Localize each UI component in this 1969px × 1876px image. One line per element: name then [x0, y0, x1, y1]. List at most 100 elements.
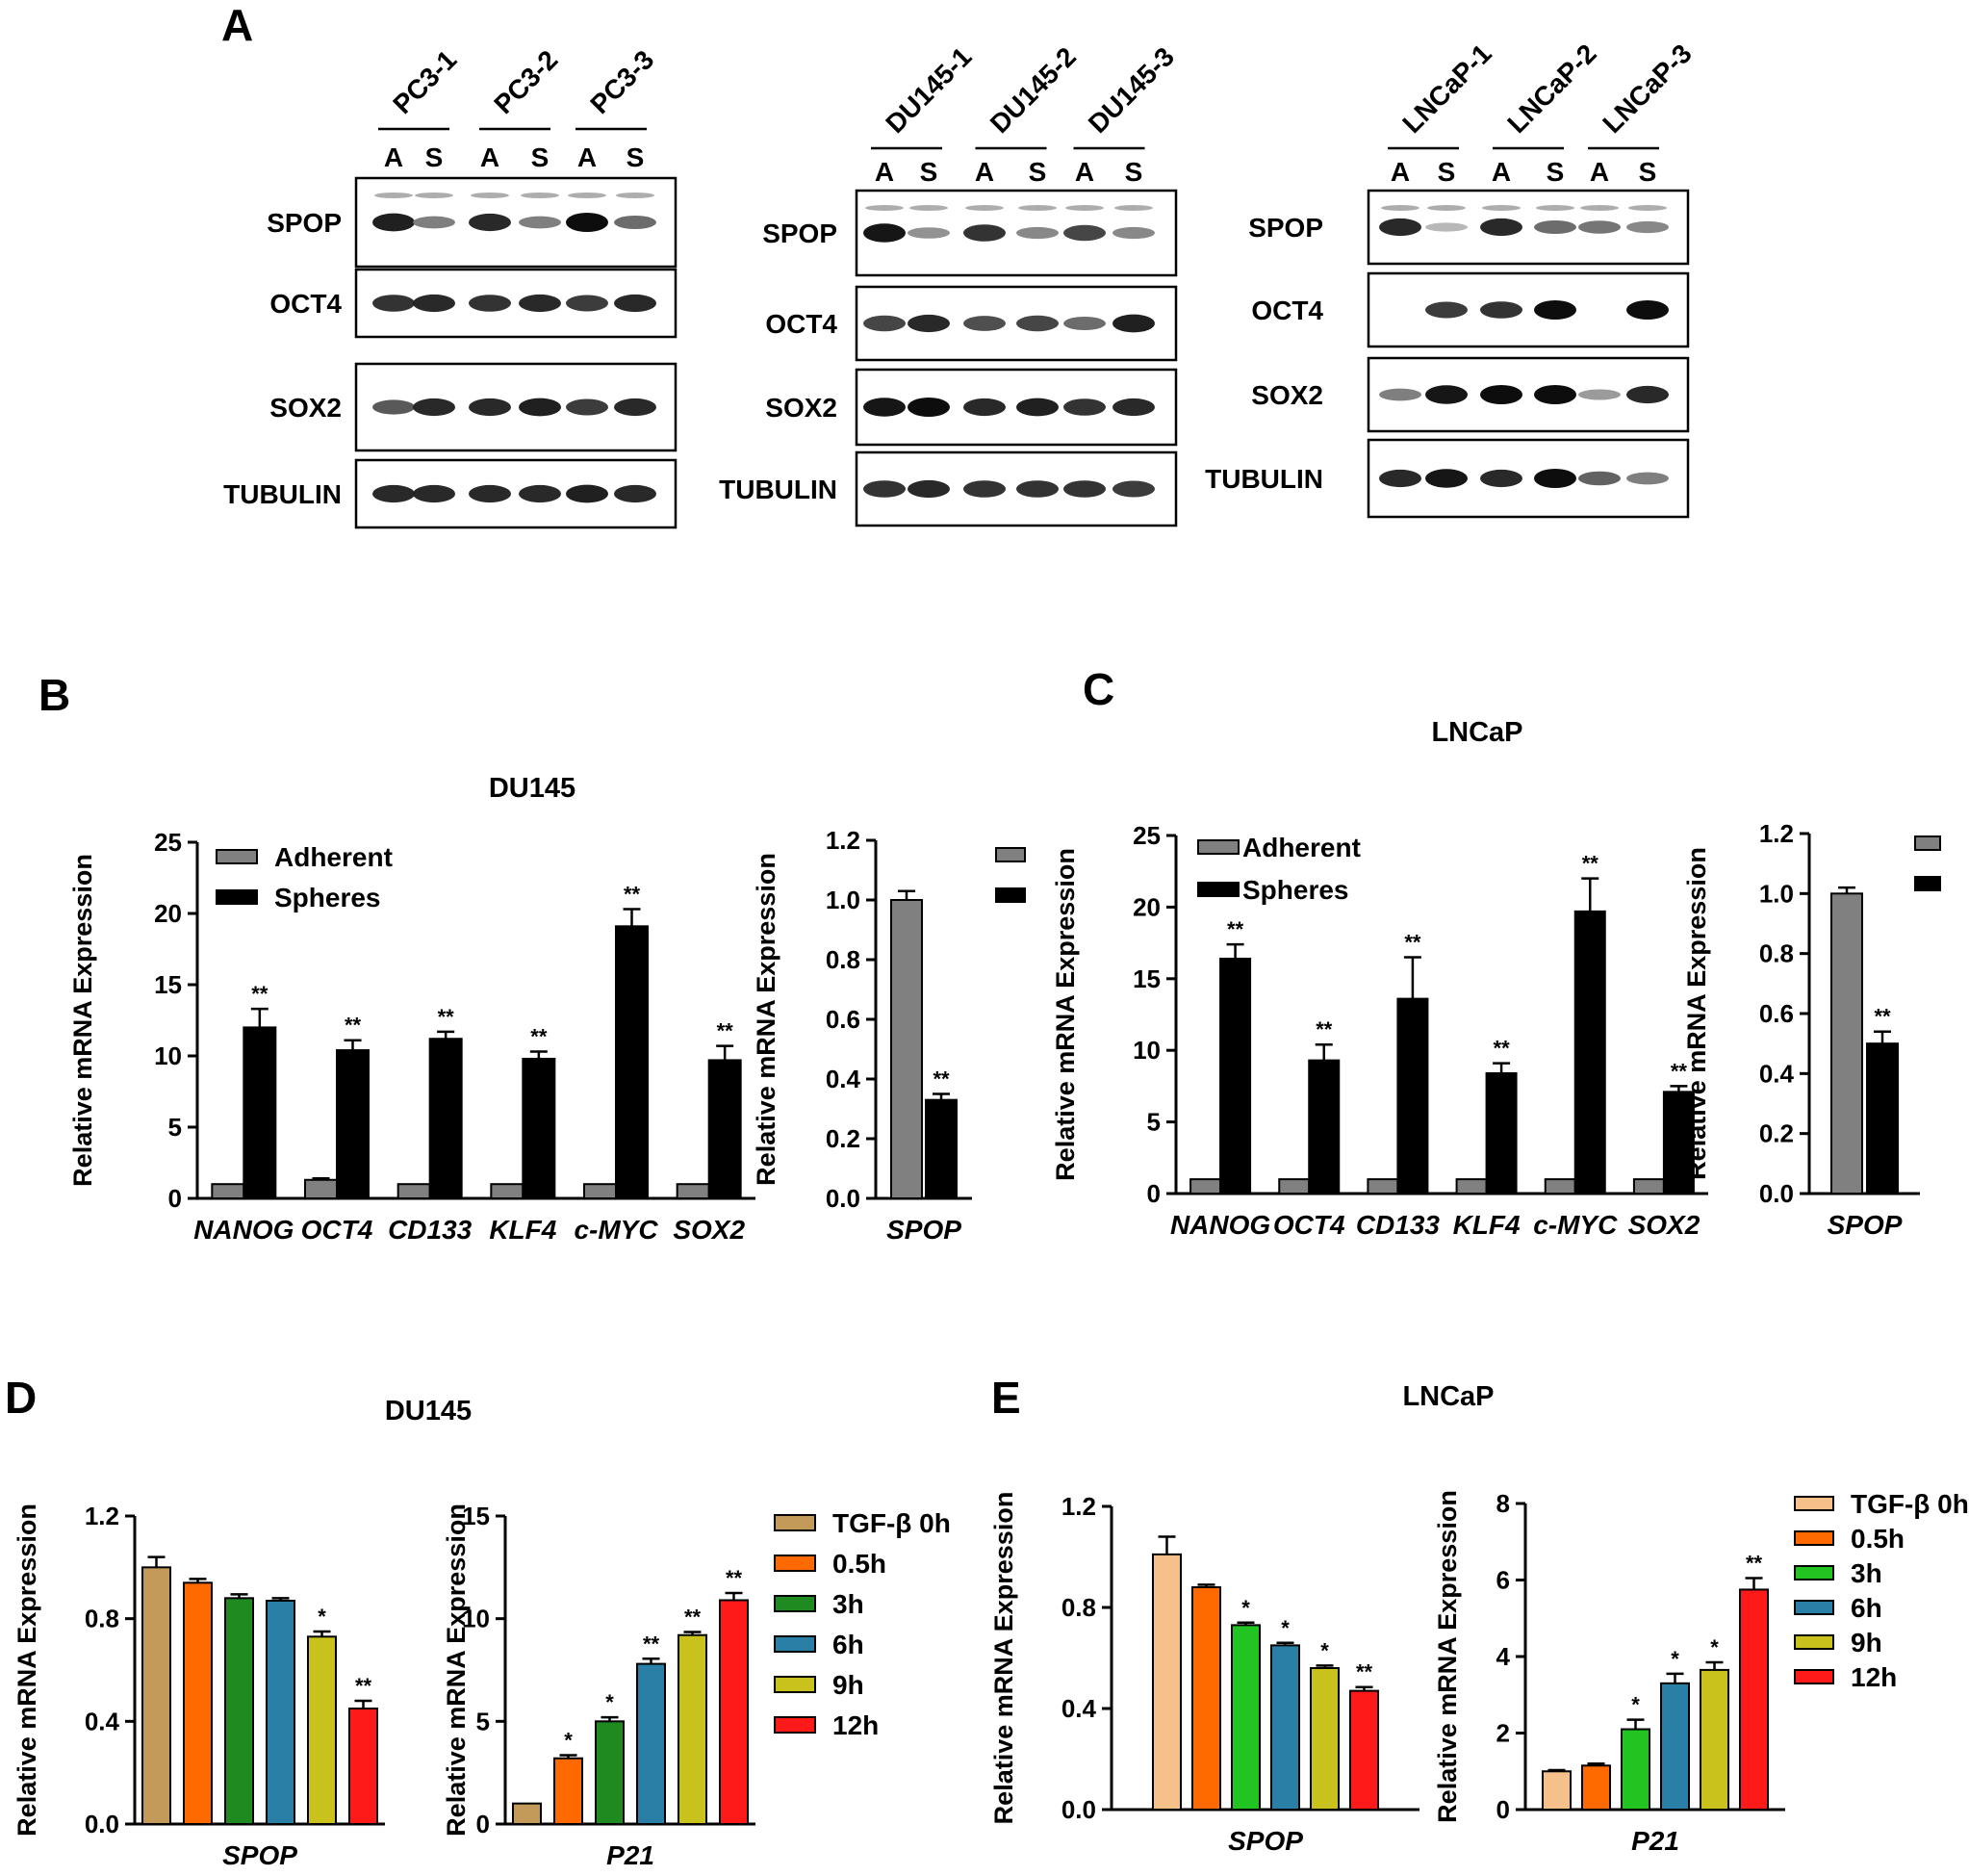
legend-label: 3h: [1851, 1558, 1882, 1588]
y-tick-label: 20: [154, 899, 182, 928]
legend-label: 9h: [832, 1670, 864, 1700]
x-tick-label: KLF4: [489, 1215, 556, 1245]
x-tick-label: SOX2: [1628, 1210, 1700, 1240]
bar: [1660, 1682, 1690, 1811]
protein-band: [413, 484, 455, 503]
bar: [1278, 1178, 1311, 1195]
protein-band: [1480, 218, 1522, 237]
lane-label: A: [1590, 157, 1609, 187]
y-tick-label: 0.2: [826, 1124, 860, 1153]
lane-label: A: [480, 142, 499, 172]
protein-band: [1536, 205, 1574, 211]
lane-label: S: [626, 142, 645, 172]
y-tick-label: 0.0: [85, 1810, 119, 1838]
significance-label: *: [605, 1690, 614, 1714]
lane-label: A: [384, 142, 403, 172]
x-tick-label: SPOP: [886, 1215, 961, 1245]
lane-label: A: [975, 157, 994, 187]
bar: [1270, 1644, 1300, 1811]
significance-label: **: [1874, 1005, 1891, 1029]
protein-band: [1016, 315, 1059, 332]
significance-label: **: [1316, 1017, 1333, 1041]
y-tick-label: 25: [154, 828, 182, 857]
bar: [243, 1026, 277, 1200]
protein-band: [863, 398, 906, 417]
protein-band: [469, 295, 511, 312]
lane-label: S: [1438, 157, 1456, 187]
protein-label: TUBULIN: [223, 479, 342, 509]
bar: [925, 1098, 958, 1199]
bar: [890, 899, 923, 1199]
protein-band: [521, 193, 559, 198]
legend-label: 9h: [1851, 1628, 1882, 1658]
bar: [336, 1049, 370, 1199]
chart-title: DU145: [489, 773, 575, 804]
legend-swatch: [995, 847, 1026, 862]
y-tick-label: 0.8: [826, 945, 860, 974]
bar: [1308, 1059, 1341, 1195]
legend-label: 12h: [1851, 1662, 1897, 1692]
significance-label: **: [1356, 1660, 1373, 1684]
bar: [1700, 1668, 1729, 1811]
protein-band: [1063, 317, 1106, 330]
protein-band: [1112, 398, 1155, 417]
bar: [1581, 1764, 1611, 1811]
bar: [183, 1581, 213, 1826]
x-tick-label: OCT4: [1273, 1210, 1345, 1240]
lane-label: S: [1125, 157, 1143, 187]
legend-swatch: [216, 849, 258, 864]
bar: [141, 1566, 171, 1826]
protein-band: [1425, 469, 1468, 488]
legend-swatch: [774, 1514, 816, 1531]
y-tick-label: 1.0: [826, 886, 860, 914]
y-tick-label: 0.4: [1061, 1694, 1097, 1723]
lane-label: A: [1391, 157, 1410, 187]
bar: [1310, 1667, 1340, 1811]
y-tick-label: 1.0: [1759, 879, 1794, 908]
protein-band: [909, 205, 948, 211]
significance-label: **: [1582, 852, 1599, 876]
legend-swatch: [774, 1595, 816, 1612]
protein-band: [1480, 385, 1522, 404]
legend-swatch: [995, 887, 1026, 903]
legend-swatch: [1914, 835, 1941, 851]
legend-swatch: [1794, 1530, 1834, 1546]
protein-band: [566, 213, 608, 232]
significance-label: **: [355, 1674, 372, 1698]
protein-band: [568, 193, 606, 198]
y-tick-label: 5: [1147, 1108, 1161, 1137]
protein-band: [908, 227, 950, 239]
protein-band: [1379, 469, 1421, 488]
panel-label: D: [5, 1373, 37, 1423]
protein-band: [1063, 224, 1106, 242]
y-axis-label: Relative mRNA Expression: [442, 1503, 471, 1837]
x-tick-label: SPOP: [222, 1840, 297, 1870]
bar: [522, 1057, 556, 1199]
protein-band: [1534, 385, 1576, 404]
legend-swatch: [1794, 1634, 1834, 1650]
bar: [1396, 997, 1429, 1195]
protein-band: [1578, 220, 1621, 234]
x-tick-label: CD133: [1356, 1210, 1441, 1240]
y-tick-label: 0: [1147, 1179, 1161, 1208]
protein-band: [1534, 220, 1576, 234]
sample-label: LNCaP-2: [1501, 39, 1601, 139]
sample-label: PC3-2: [488, 44, 563, 119]
protein-band: [1626, 472, 1669, 485]
y-axis-label: Relative mRNA Expression: [752, 853, 780, 1186]
y-tick-label: 0: [1496, 1795, 1510, 1824]
x-tick-label: c-MYC: [574, 1215, 658, 1245]
x-tick-label: SPOP: [1828, 1210, 1903, 1240]
bar: [1621, 1728, 1650, 1812]
protein-band: [614, 398, 656, 417]
protein-band: [863, 223, 906, 243]
lane-label: S: [531, 142, 550, 172]
protein-band: [1626, 300, 1669, 320]
protein-band: [374, 193, 413, 198]
protein-band: [963, 480, 1006, 498]
x-tick-label: SOX2: [673, 1215, 745, 1245]
legend-label: 6h: [832, 1630, 864, 1659]
bar: [1544, 1178, 1576, 1195]
significance-label: **: [717, 1019, 734, 1043]
sample-label: PC3-1: [387, 44, 462, 119]
